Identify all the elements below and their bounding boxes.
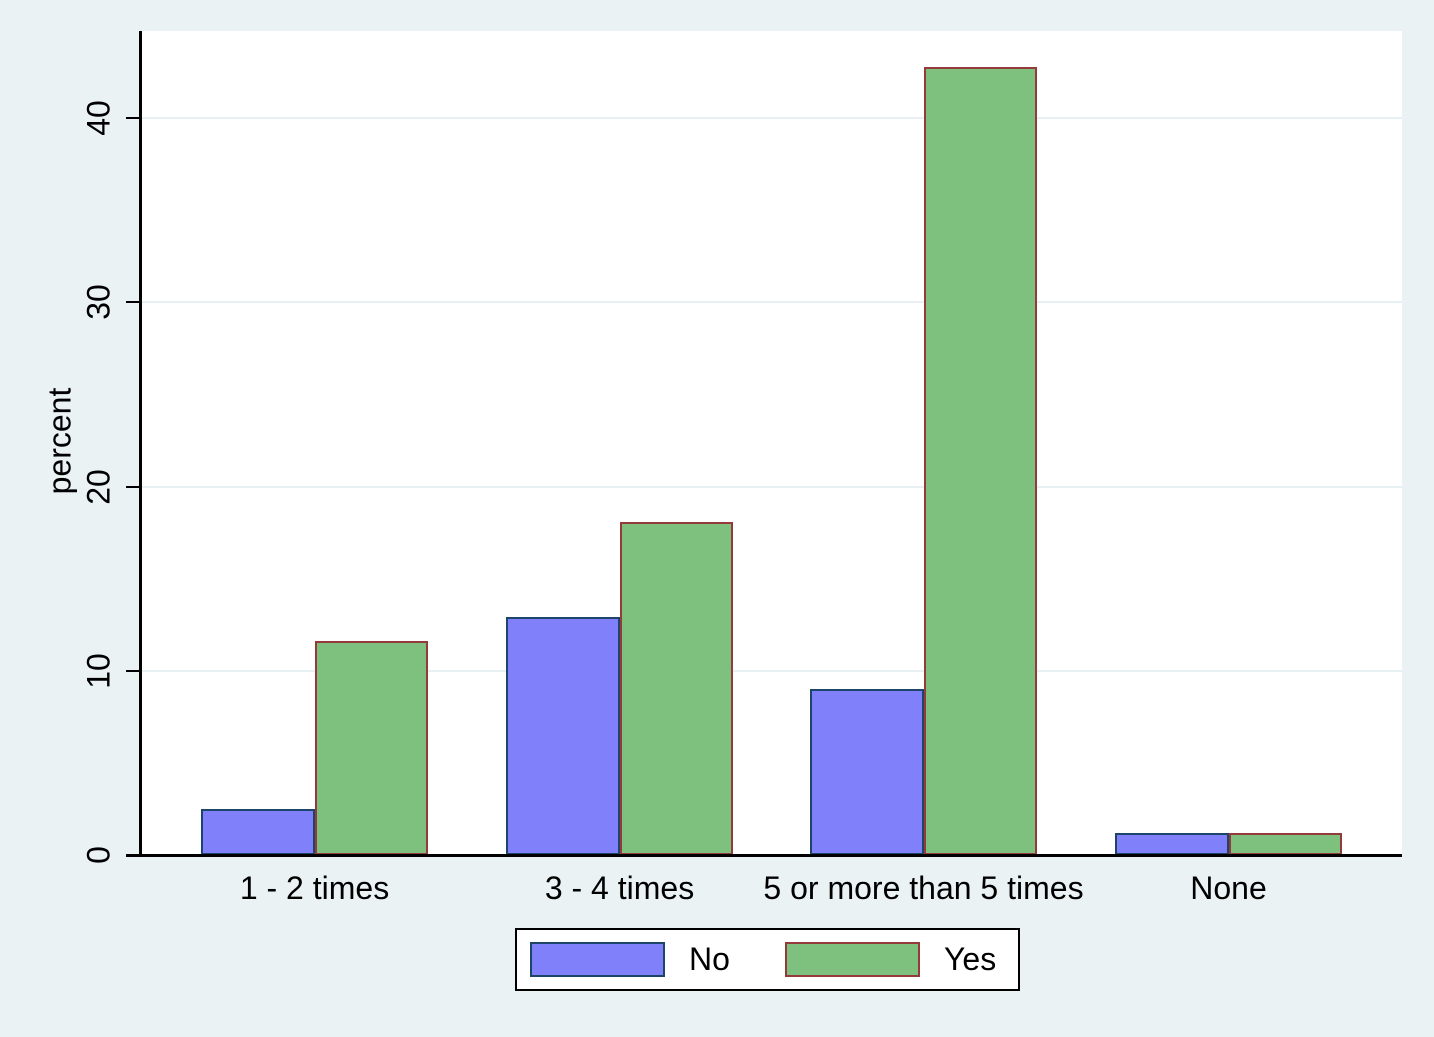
y-tick-30 — [126, 301, 140, 304]
y-tick-label-20: 20 — [80, 468, 117, 505]
plot-area — [142, 31, 1402, 855]
gridline-10 — [142, 669, 1402, 672]
x-label-1: 3 - 4 times — [544, 870, 695, 906]
y-tick-40 — [126, 117, 140, 120]
legend-swatch-yes — [785, 941, 920, 977]
y-tick-10 — [126, 669, 140, 672]
gridline-30 — [142, 301, 1402, 304]
y-tick-label-30: 30 — [80, 284, 117, 321]
x-label-2: 5 or more than 5 times — [763, 870, 1084, 906]
bar-no-3 — [1115, 832, 1229, 855]
x-label-3: None — [1190, 870, 1267, 906]
x-axis-line — [126, 854, 1402, 857]
y-tick-20 — [126, 485, 140, 488]
y-tick-label-0: 0 — [80, 846, 117, 864]
legend-label-yes: Yes — [944, 940, 997, 977]
y-tick-0 — [126, 854, 140, 856]
legend-label-no: No — [689, 940, 730, 977]
x-label-0: 1 - 2 times — [239, 870, 390, 906]
legend-entry-no: No — [530, 930, 730, 988]
bar-yes-2 — [923, 66, 1037, 855]
bar-no-1 — [506, 617, 620, 855]
legend-swatch-no — [530, 941, 665, 977]
y-axis-title: percent — [41, 387, 78, 495]
y-tick-label-10: 10 — [80, 653, 117, 689]
y-axis-line — [139, 31, 142, 857]
y-tick-label-40: 40 — [80, 100, 117, 136]
bar-no-2 — [810, 689, 924, 855]
gridline-20 — [142, 485, 1402, 488]
gridline-40 — [142, 117, 1402, 120]
bar-yes-3 — [1228, 832, 1342, 855]
bar-yes-1 — [619, 521, 733, 855]
legend: No Yes — [515, 928, 1020, 991]
bar-yes-0 — [314, 641, 428, 855]
bar-no-0 — [201, 808, 315, 855]
legend-entry-yes: Yes — [785, 930, 996, 988]
